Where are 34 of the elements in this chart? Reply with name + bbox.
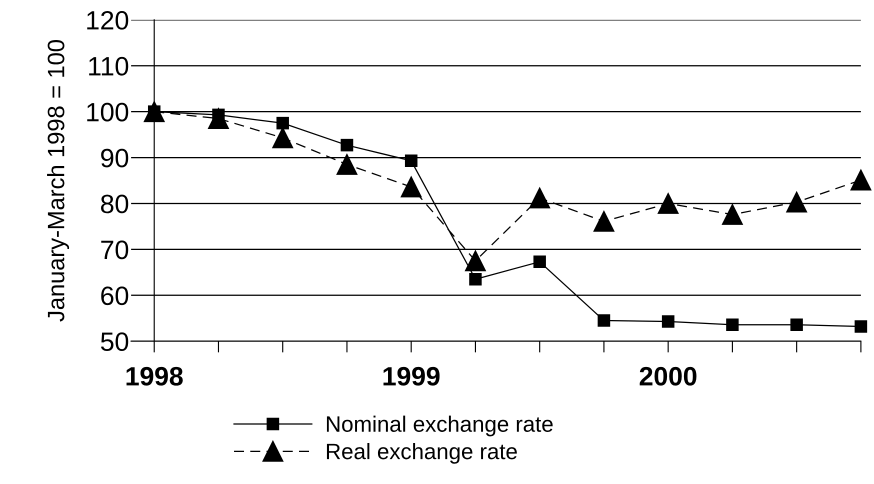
point — [854, 320, 868, 333]
y-tick-label: 60 — [101, 286, 128, 306]
point — [662, 315, 674, 328]
y-tick-label: 120 — [87, 10, 128, 30]
y-tick-label: 110 — [89, 56, 128, 76]
y-tick-label: 80 — [101, 194, 128, 214]
point — [594, 210, 614, 232]
point — [850, 170, 872, 190]
point — [272, 127, 294, 148]
x-tick-label: 2000 — [640, 366, 696, 386]
point — [786, 192, 808, 213]
point — [336, 154, 358, 175]
y-tick-label: 50 — [100, 332, 128, 352]
point — [790, 318, 803, 331]
y-tick-label: 100 — [87, 102, 128, 122]
point — [722, 204, 743, 225]
x-tick-label: 1999 — [384, 366, 440, 386]
point — [533, 256, 546, 268]
y-axis-title: January-March 1998 = 100 — [47, 40, 70, 322]
x-tick-label: 1998 — [126, 366, 183, 386]
point — [340, 138, 354, 152]
point — [469, 272, 482, 286]
legend-label: Nominal exchange rate — [326, 416, 553, 436]
point — [465, 250, 486, 272]
point — [529, 188, 550, 208]
point — [598, 314, 610, 327]
point — [400, 176, 422, 198]
point — [404, 154, 418, 168]
point — [726, 318, 739, 331]
point — [276, 116, 289, 130]
point — [658, 193, 679, 214]
y-tick-label: 90 — [101, 148, 128, 168]
y-tick-label: 70 — [101, 240, 128, 260]
legend-label: Real exchange rate — [326, 442, 517, 464]
